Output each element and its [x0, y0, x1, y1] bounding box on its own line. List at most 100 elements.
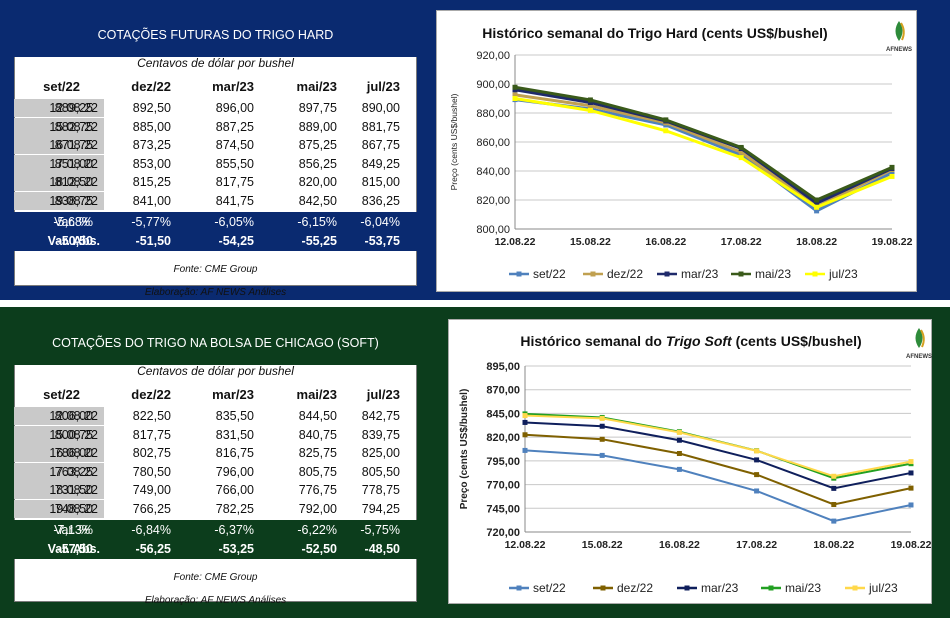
y-axis-label: Preço (cents US$/bushel) [459, 389, 470, 510]
table-cell: 815,25 [132, 175, 171, 189]
x-tick-label: 12.08.22 [495, 236, 536, 248]
table-cell: 792,00 [298, 501, 337, 516]
legend-marker [852, 585, 858, 591]
var-abs-value: -56,25 [135, 542, 171, 556]
y-tick-label: 895,00 [486, 361, 520, 373]
data-point [522, 432, 528, 438]
var-abs-row: Var. Abs. -57,50 -56,25 -53,25 -52,50 -48,50 [14, 539, 417, 559]
column-header: dez/22 [131, 387, 171, 402]
credit-note: Elaboração: AF NEWS Análises [144, 287, 287, 298]
data-point [599, 436, 605, 442]
table-cell: 812,50 [54, 175, 93, 189]
data-point [512, 87, 518, 93]
table-cell: 817,75 [215, 175, 254, 189]
unit-label: Centavos de dólar por bushel [137, 364, 294, 378]
data-point [522, 447, 528, 453]
wheat-icon [900, 22, 905, 41]
table-cell: 842,50 [298, 193, 337, 208]
data-point [889, 164, 895, 170]
row-date: 15.08.22 [14, 117, 104, 136]
data-point [908, 502, 914, 508]
var-abs-row: Var. Abs. -50,50 -51,50 -54,25 -55,25 -53,75 [14, 231, 417, 251]
data-point [738, 149, 744, 155]
x-tick-label: 19.08.22 [872, 236, 913, 248]
table-cell: 748,50 [54, 501, 93, 516]
table-cell: 889,25 [54, 101, 93, 115]
table-cell: 851,00 [54, 156, 93, 171]
data-point [814, 200, 820, 206]
chart-title-part: Trigo Soft [666, 333, 733, 349]
var-abs-value: -53,25 [218, 542, 254, 556]
data-point [754, 472, 760, 478]
legend-label: set/22 [533, 581, 566, 595]
wheat-icon [920, 329, 925, 348]
data-point [512, 96, 518, 101]
y-tick-label: 800,00 [476, 224, 510, 236]
legend-label: mar/23 [681, 267, 719, 281]
table-cell: 889,00 [298, 119, 337, 134]
legend-label: mai/23 [785, 581, 821, 595]
column-header: dez/22 [131, 79, 171, 94]
y-tick-label: 770,00 [486, 480, 520, 492]
data-point [814, 197, 820, 203]
table-cell: 844,50 [298, 409, 337, 423]
table-cell: 800,75 [54, 427, 93, 442]
x-tick-label: 17.08.22 [736, 539, 777, 551]
logo-text: AFNEWS [886, 47, 912, 53]
table-cell: 853,00 [132, 156, 171, 171]
data-point [738, 155, 744, 161]
table-cell: 796,00 [215, 464, 254, 479]
chart-title-part: (cents US$/bushel) [732, 333, 862, 349]
legend-label: jul/23 [828, 267, 858, 281]
table-cell: 815,00 [361, 175, 400, 189]
column-header: jul/23 [366, 387, 400, 402]
table-cell: 731,50 [54, 483, 93, 497]
data-point [908, 485, 914, 491]
x-tick-label: 16.08.22 [645, 236, 686, 248]
x-tick-label: 19.08.22 [891, 539, 932, 551]
y-tick-label: 845,00 [486, 408, 520, 420]
var-pct-value: -6,37% [214, 523, 254, 537]
data-point [512, 92, 518, 98]
table-cell: 896,00 [215, 101, 254, 115]
column-header: mar/23 [212, 79, 254, 94]
data-point [814, 208, 820, 214]
table-cell: 802,75 [132, 446, 171, 460]
unit-label: Centavos de dólar por bushel [137, 56, 294, 70]
table-cell: 817,75 [132, 427, 171, 442]
table-cell: 842,75 [361, 409, 400, 423]
table-cell: 831,50 [215, 427, 254, 442]
column-header: mai/23 [296, 79, 337, 94]
hard-wheat-table: COTAÇÕES FUTURAS DO TRIGO HARD Centavos … [14, 10, 417, 298]
legend-marker [768, 585, 774, 591]
af-news-logo: AFNEWS [906, 328, 932, 360]
data-point [814, 204, 820, 210]
data-point [908, 470, 914, 476]
row-date: 18.08.22 [14, 481, 104, 499]
y-tick-label: 745,00 [486, 503, 520, 515]
var-abs-value: -55,25 [301, 234, 337, 248]
var-pct-label: Var. % [54, 523, 90, 537]
row-date: 16.08.22 [14, 444, 104, 462]
x-tick-label: 12.08.22 [505, 539, 546, 551]
data-point [676, 429, 682, 435]
table-cell: 871,75 [54, 138, 93, 152]
table-cell: 875,25 [298, 138, 337, 152]
source-note: Fonte: CME Group [173, 264, 258, 275]
legend-marker [664, 271, 670, 277]
table-cell: 882,75 [54, 119, 93, 134]
data-point [754, 448, 760, 454]
x-tick-label: 15.08.22 [582, 539, 623, 551]
table-cell: 897,75 [298, 101, 337, 115]
legend-marker [684, 585, 690, 591]
soft-wheat-line-chart: Histórico semanal do Trigo Soft (cents U… [459, 328, 932, 595]
var-pct-value: -6,15% [297, 215, 337, 229]
table-cell: 805,75 [298, 464, 337, 479]
table-cell: 874,50 [215, 138, 254, 152]
table-title: COTAÇÕES FUTURAS DO TRIGO HARD [14, 10, 417, 57]
data-point [676, 466, 682, 472]
column-header: mai/23 [296, 387, 337, 402]
hard-wheat-line-chart: Histórico semanal do Trigo Hard (cents U… [449, 21, 913, 281]
table-cell: 867,75 [361, 138, 400, 152]
y-tick-label: 820,00 [486, 432, 520, 444]
